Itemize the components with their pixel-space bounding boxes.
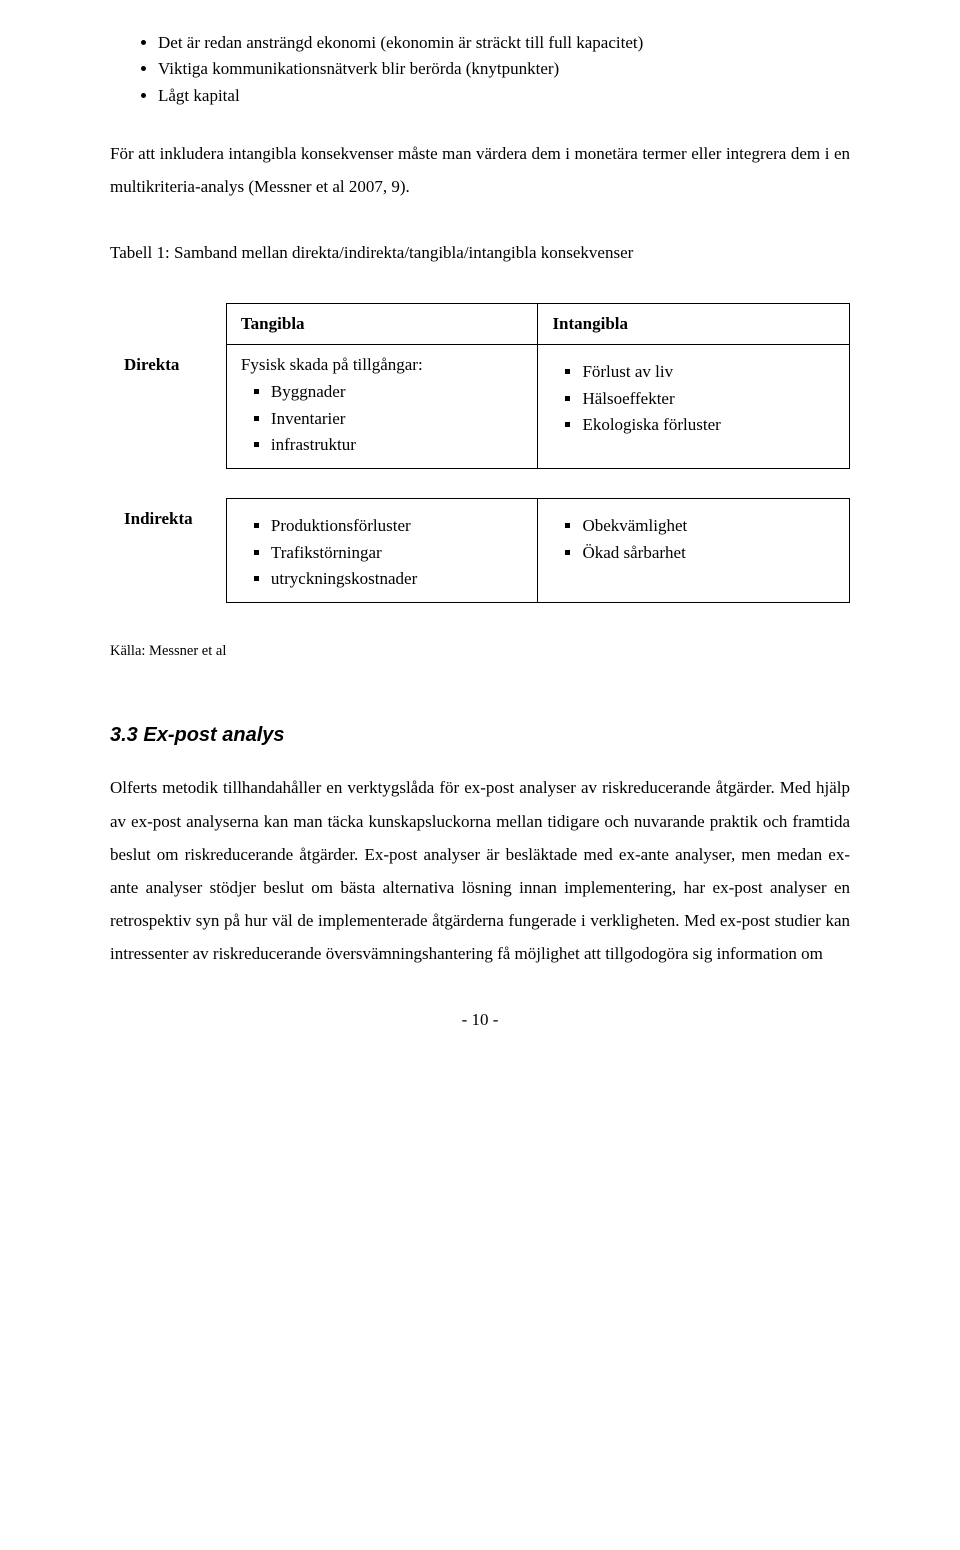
cell-direkta-intangibla: Förlust av liv Hälsoeffekter Ekologiska … (538, 345, 850, 469)
cell-list-item: utryckningskostnader (271, 566, 524, 592)
row-head-direkta: Direkta (110, 345, 226, 469)
section-heading-expost: 3.3 Ex-post analys (110, 724, 850, 747)
page-body: Det är redan ansträngd ekonomi (ekonomin… (0, 0, 960, 1087)
cell-list-item: Obekvämlighet (582, 513, 835, 539)
cell-list-item: Ekologiska förluster (582, 412, 835, 438)
bullet-item: Lågt kapital (158, 83, 850, 109)
page-number: - 10 - (110, 1010, 850, 1030)
cell-list: Produktionsförluster Trafikstörningar ut… (241, 513, 524, 592)
cell-list: Byggnader Inventarier infrastruktur (241, 379, 524, 458)
paragraph-intangibla: För att inkludera intangibla konsekvense… (110, 137, 850, 203)
matrix-table: Tangibla Intangibla Direkta Fysisk skada… (110, 303, 850, 603)
cell-list-item: Trafikstörningar (271, 540, 524, 566)
cell-list-item: Förlust av liv (582, 359, 835, 385)
table-title: Tabell 1: Samband mellan direkta/indirek… (110, 243, 850, 263)
cell-indirekta-intangibla: Obekvämlighet Ökad sårbarhet (538, 499, 850, 603)
cell-list-item: Hälsoeffekter (582, 386, 835, 412)
bullet-item: Viktiga kommunikationsnätverk blir berör… (158, 56, 850, 82)
col-head-intangibla: Intangibla (538, 304, 850, 345)
cell-indirekta-tangibla: Produktionsförluster Trafikstörningar ut… (226, 499, 538, 603)
paragraph-expost: Olferts metodik tillhandahåller en verkt… (110, 771, 850, 970)
cell-list-item: Byggnader (271, 379, 524, 405)
bullet-item: Det är redan ansträngd ekonomi (ekonomin… (158, 30, 850, 56)
row-head-indirekta: Indirekta (110, 499, 226, 603)
top-bullet-list: Det är redan ansträngd ekonomi (ekonomin… (110, 30, 850, 109)
cell-lead: Fysisk skada på tillgångar: (241, 355, 524, 375)
cell-list-item: Ökad sårbarhet (582, 540, 835, 566)
empty-corner-cell (110, 304, 226, 345)
cell-list: Obekvämlighet Ökad sårbarhet (552, 513, 835, 566)
col-head-tangibla: Tangibla (226, 304, 538, 345)
cell-list-item: Produktionsförluster (271, 513, 524, 539)
cell-list: Förlust av liv Hälsoeffekter Ekologiska … (552, 359, 835, 438)
cell-list-item: infrastruktur (271, 432, 524, 458)
table-source: Källa: Messner et al (110, 643, 850, 660)
cell-list-item: Inventarier (271, 406, 524, 432)
cell-direkta-tangibla: Fysisk skada på tillgångar: Byggnader In… (226, 345, 538, 469)
